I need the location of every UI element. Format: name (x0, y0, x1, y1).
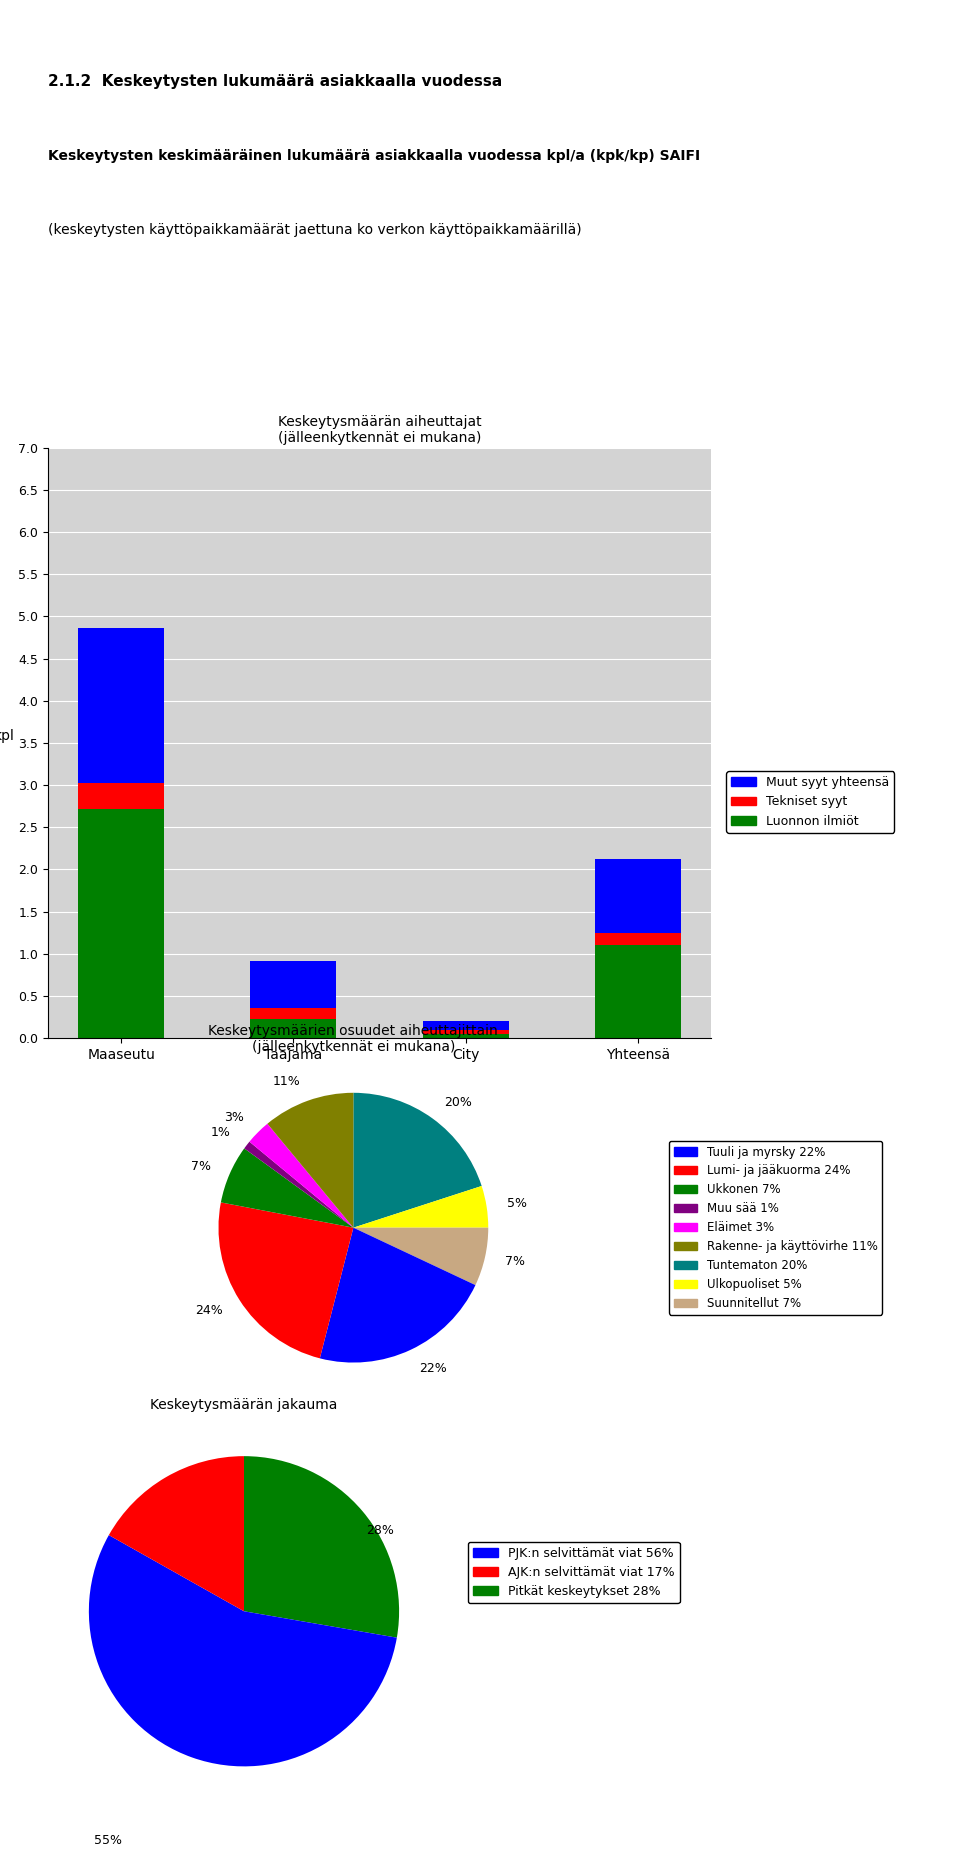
Text: 3%: 3% (224, 1111, 244, 1124)
Bar (78, 783, 164, 810)
Text: 7%: 7% (505, 1254, 525, 1267)
Text: 20%: 20% (444, 1096, 472, 1109)
Wedge shape (219, 1202, 353, 1359)
Wedge shape (353, 1228, 489, 1286)
Bar (251, 1020, 336, 1038)
Bar (251, 962, 336, 1009)
Legend: Muut syyt yhteensä, Tekniset syyt, Luonnon ilmiöt: Muut syyt yhteensä, Tekniset syyt, Luonn… (726, 770, 895, 832)
Wedge shape (244, 1141, 353, 1228)
Bar (422, 1022, 509, 1029)
Text: Keskeytysten keskimääräinen lukumäärä asiakkaalla vuodessa kpl/a (kpk/kp) SAIFI: Keskeytysten keskimääräinen lukumäärä as… (48, 149, 700, 162)
Text: 24%: 24% (195, 1305, 223, 1318)
Legend: PJK:n selvittämät viat 56%, AJK:n selvittämät viat 17%, Pitkät keskeytykset 28%: PJK:n selvittämät viat 56%, AJK:n selvit… (468, 1541, 680, 1602)
Bar (595, 945, 681, 1038)
Text: 7%: 7% (191, 1159, 211, 1172)
Text: 2.1.2  Keskeytysten lukumäärä asiakkaalla vuodessa: 2.1.2 Keskeytysten lukumäärä asiakkaalla… (48, 74, 502, 89)
Wedge shape (244, 1455, 399, 1638)
Text: 22%: 22% (420, 1362, 447, 1375)
Wedge shape (250, 1124, 353, 1228)
Text: 55%: 55% (94, 1833, 122, 1846)
Wedge shape (353, 1185, 489, 1228)
Text: (keskeytysten käyttöpaikkamäärät jaettuna ko verkon käyttöpaikkamäärillä): (keskeytysten käyttöpaikkamäärät jaettun… (48, 223, 582, 236)
Wedge shape (320, 1228, 475, 1362)
Wedge shape (268, 1092, 353, 1228)
Wedge shape (353, 1092, 482, 1228)
Text: 1%: 1% (211, 1126, 230, 1139)
Bar (78, 629, 164, 783)
Bar (422, 1033, 509, 1038)
Wedge shape (108, 1455, 244, 1612)
Title: Keskeytysmäärien osuudet aiheuttajittain
(jälleenkytkennät ei mukana): Keskeytysmäärien osuudet aiheuttajittain… (208, 1024, 498, 1053)
Bar (78, 810, 164, 1038)
Title: Keskeytysmäärän aiheuttajat
(jälleenkytkennät ei mukana): Keskeytysmäärän aiheuttajat (jälleenkytk… (277, 415, 481, 445)
Bar (595, 860, 681, 934)
Text: 5%: 5% (507, 1197, 527, 1210)
Bar (251, 1009, 336, 1020)
Text: 11%: 11% (273, 1076, 300, 1089)
Y-axis label: kpl: kpl (0, 730, 14, 743)
Bar (422, 1029, 509, 1033)
Legend: Tuuli ja myrsky 22%, Lumi- ja jääkuorma 24%, Ukkonen 7%, Muu sää 1%, Eläimet 3%,: Tuuli ja myrsky 22%, Lumi- ja jääkuorma … (669, 1141, 882, 1314)
Text: 28%: 28% (366, 1524, 394, 1537)
Wedge shape (221, 1148, 353, 1228)
Wedge shape (89, 1535, 396, 1766)
Title: Keskeytysmäärän jakauma: Keskeytysmäärän jakauma (151, 1398, 338, 1412)
Bar (595, 934, 681, 945)
